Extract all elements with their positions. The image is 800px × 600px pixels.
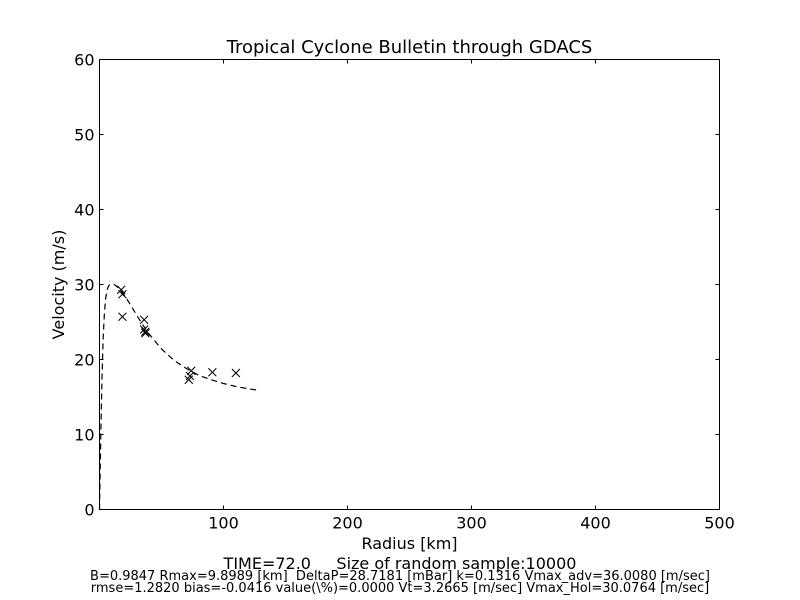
observation-marker-stroke bbox=[118, 312, 127, 322]
observation-marker-stroke bbox=[186, 366, 196, 376]
fitted-profile-line bbox=[98, 283, 259, 510]
observation-point bbox=[118, 289, 127, 299]
observation-marker-stroke bbox=[141, 327, 150, 337]
x-tick-label: 400 bbox=[580, 514, 611, 533]
chart: Tropical Cyclone Bulletin through GDACS … bbox=[49, 37, 735, 553]
observation-marker-stroke bbox=[139, 325, 149, 334]
x-tick-label: 300 bbox=[456, 514, 487, 533]
y-tick-label: 40 bbox=[74, 201, 94, 220]
observation-point bbox=[141, 328, 150, 338]
x-tick-label: 200 bbox=[332, 514, 363, 533]
observation-point bbox=[231, 368, 241, 378]
observation-point bbox=[207, 367, 217, 377]
parameters-caption-2: rmse=1.2820 bias=-0.0416 value(\%)=0.000… bbox=[90, 581, 710, 596]
axis-tick-labels: 100 200 300 400 500 0 10 20 30 40 50 60 bbox=[74, 51, 735, 533]
x-axis-label: Radius [km] bbox=[361, 534, 457, 553]
y-tick-label: 30 bbox=[74, 276, 94, 295]
time-caption: TIME=72.0 Size of random sample:10000 bbox=[223, 554, 577, 573]
observation-marker-stroke bbox=[141, 328, 150, 338]
observation-marker-stroke bbox=[118, 289, 127, 299]
observation-marker-stroke bbox=[231, 368, 241, 378]
y-axis-label: Velocity (m/s) bbox=[49, 230, 68, 340]
y-tick-label: 0 bbox=[84, 501, 94, 520]
chart-title: Tropical Cyclone Bulletin through GDACS bbox=[226, 37, 593, 58]
observation-marker-stroke bbox=[139, 315, 149, 325]
observation-point bbox=[141, 327, 150, 337]
observation-marker-stroke bbox=[185, 371, 195, 381]
y-tick-label: 20 bbox=[74, 351, 94, 370]
x-tick-label: 500 bbox=[704, 514, 735, 533]
plot-content bbox=[98, 283, 259, 510]
plot-frame bbox=[99, 59, 720, 510]
observation-point bbox=[139, 315, 149, 325]
y-tick-label: 10 bbox=[74, 426, 94, 445]
observation-marker-stroke bbox=[116, 285, 126, 295]
observation-marker-stroke bbox=[207, 367, 217, 377]
observation-point bbox=[118, 312, 127, 322]
observation-point bbox=[185, 371, 195, 381]
observation-point bbox=[186, 366, 196, 376]
y-tick-label: 50 bbox=[74, 126, 94, 145]
y-tick-label: 60 bbox=[74, 51, 94, 70]
x-tick-label: 100 bbox=[208, 514, 239, 533]
axis-ticks bbox=[99, 59, 720, 510]
parameters-caption-1: B=0.9847 Rmax=9.8989 [km] DeltaP=28.7181… bbox=[90, 569, 710, 584]
